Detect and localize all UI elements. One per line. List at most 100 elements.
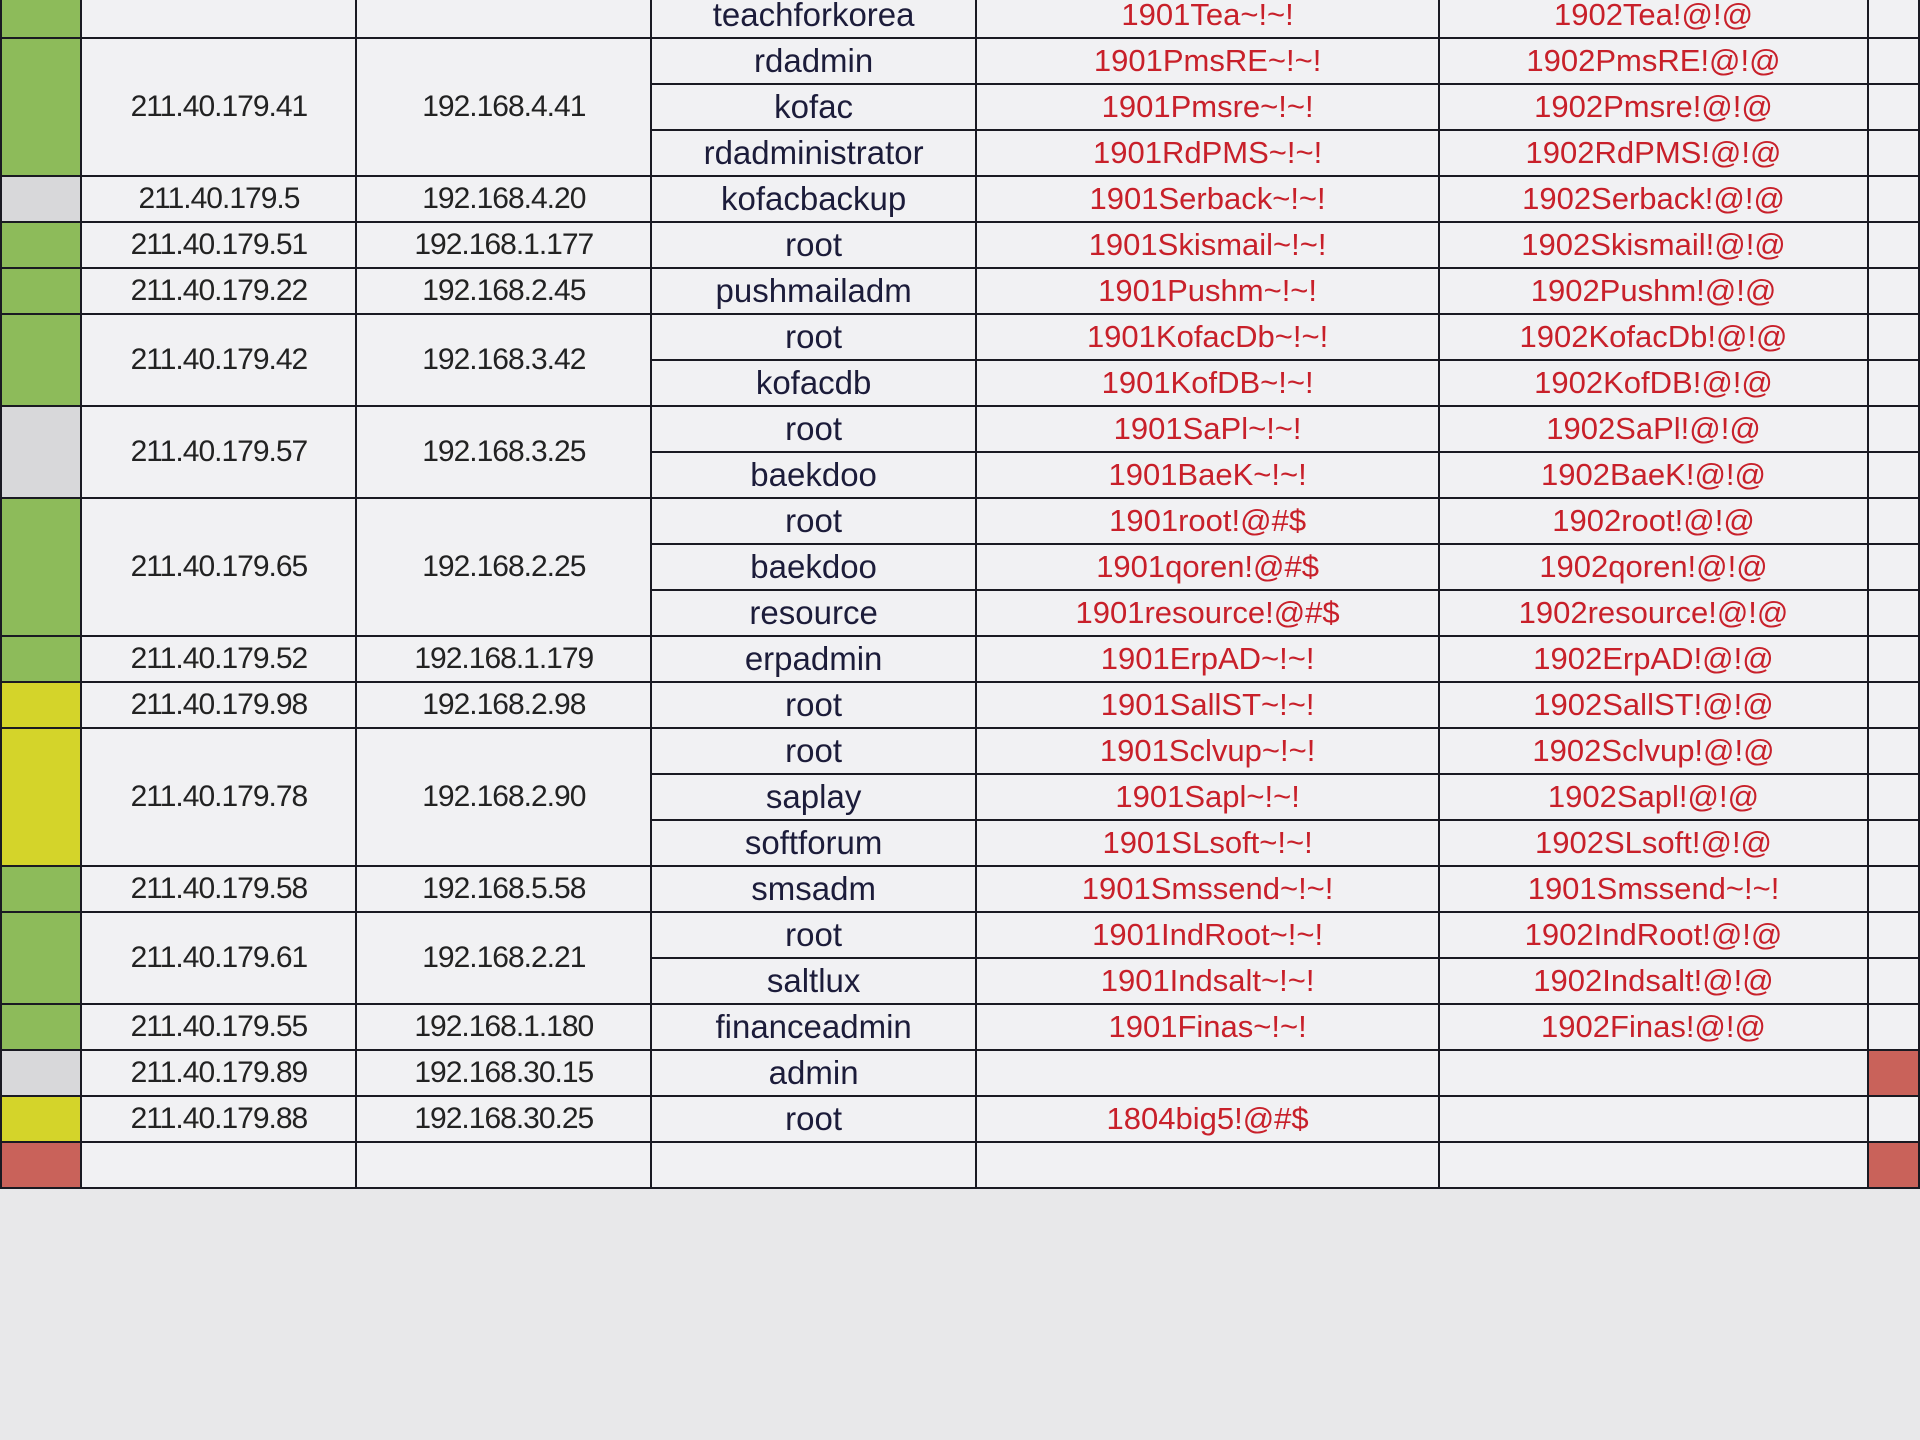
- row-color-marker[interactable]: [0, 1141, 83, 1189]
- public-ip-cell[interactable]: 211.40.179.88: [80, 1095, 358, 1143]
- extra-cell[interactable]: [1866, 865, 1920, 913]
- username-cell[interactable]: smsadm: [650, 865, 978, 913]
- public-ip-cell[interactable]: 211.40.179.57: [80, 405, 358, 499]
- password-1901-cell[interactable]: 1901Tea~!~!: [975, 0, 1441, 39]
- private-ip-cell[interactable]: 192.168.2.90: [355, 727, 653, 867]
- username-cell[interactable]: root: [650, 313, 978, 361]
- extra-cell[interactable]: [1866, 405, 1920, 453]
- row-color-marker[interactable]: [0, 221, 83, 269]
- password-1901-cell[interactable]: 1901resource!@#$: [975, 589, 1441, 637]
- password-1902-cell[interactable]: 1902Pushm!@!@: [1438, 267, 1869, 315]
- extra-cell[interactable]: [1866, 681, 1920, 729]
- username-cell[interactable]: kofacdb: [650, 359, 978, 407]
- username-cell[interactable]: root: [650, 405, 978, 453]
- public-ip-cell[interactable]: 211.40.179.5: [80, 175, 358, 223]
- username-cell[interactable]: rdadministrator: [650, 129, 978, 177]
- username-cell[interactable]: root: [650, 911, 978, 959]
- public-ip-cell[interactable]: 211.40.179.78: [80, 727, 358, 867]
- public-ip-cell[interactable]: [80, 0, 358, 39]
- private-ip-cell[interactable]: 192.168.30.25: [355, 1095, 653, 1143]
- password-1901-cell[interactable]: 1901RdPMS~!~!: [975, 129, 1441, 177]
- password-1902-cell[interactable]: 1902SallST!@!@: [1438, 681, 1869, 729]
- row-color-marker[interactable]: [0, 497, 83, 637]
- password-1902-cell[interactable]: [1438, 1141, 1869, 1189]
- password-1901-cell[interactable]: 1901Finas~!~!: [975, 1003, 1441, 1051]
- row-color-marker[interactable]: [0, 1049, 83, 1097]
- extra-cell[interactable]: [1866, 589, 1920, 637]
- password-1901-cell[interactable]: 1901SaPl~!~!: [975, 405, 1441, 453]
- username-cell[interactable]: rdadmin: [650, 37, 978, 85]
- password-1901-cell[interactable]: 1901PmsRE~!~!: [975, 37, 1441, 85]
- extra-cell[interactable]: [1866, 83, 1920, 131]
- extra-cell[interactable]: [1866, 957, 1920, 1005]
- extra-cell[interactable]: [1866, 0, 1920, 39]
- public-ip-cell[interactable]: 211.40.179.42: [80, 313, 358, 407]
- row-color-marker[interactable]: [0, 405, 83, 499]
- username-cell[interactable]: root: [650, 727, 978, 775]
- row-color-marker[interactable]: [0, 175, 83, 223]
- password-1901-cell[interactable]: 1901Sclvup~!~!: [975, 727, 1441, 775]
- private-ip-cell[interactable]: 192.168.2.25: [355, 497, 653, 637]
- row-color-marker[interactable]: [0, 1003, 83, 1051]
- password-1902-cell[interactable]: 1901Smssend~!~!: [1438, 865, 1869, 913]
- private-ip-cell[interactable]: 192.168.4.20: [355, 175, 653, 223]
- password-1901-cell[interactable]: 1901SLsoft~!~!: [975, 819, 1441, 867]
- extra-cell[interactable]: [1866, 451, 1920, 499]
- row-color-marker[interactable]: [0, 727, 83, 867]
- password-1902-cell[interactable]: 1902PmsRE!@!@: [1438, 37, 1869, 85]
- extra-cell[interactable]: [1866, 497, 1920, 545]
- password-1901-cell[interactable]: 1901IndRoot~!~!: [975, 911, 1441, 959]
- password-1901-cell[interactable]: 1901BaeK~!~!: [975, 451, 1441, 499]
- username-cell[interactable]: [650, 1141, 978, 1189]
- password-1902-cell[interactable]: 1902Sclvup!@!@: [1438, 727, 1869, 775]
- public-ip-cell[interactable]: 211.40.179.58: [80, 865, 358, 913]
- row-color-marker[interactable]: [0, 0, 83, 39]
- password-1902-cell[interactable]: 1902SLsoft!@!@: [1438, 819, 1869, 867]
- password-1901-cell[interactable]: 1901qoren!@#$: [975, 543, 1441, 591]
- public-ip-cell[interactable]: 211.40.179.89: [80, 1049, 358, 1097]
- password-1902-cell[interactable]: 1902resource!@!@: [1438, 589, 1869, 637]
- password-1901-cell[interactable]: [975, 1049, 1441, 1097]
- password-1902-cell[interactable]: 1902IndRoot!@!@: [1438, 911, 1869, 959]
- row-color-marker[interactable]: [0, 911, 83, 1005]
- password-1902-cell[interactable]: 1902Sapl!@!@: [1438, 773, 1869, 821]
- password-1902-cell[interactable]: 1902KofDB!@!@: [1438, 359, 1869, 407]
- password-1901-cell[interactable]: 1901Skismail~!~!: [975, 221, 1441, 269]
- password-1901-cell[interactable]: 1901Indsalt~!~!: [975, 957, 1441, 1005]
- password-1902-cell[interactable]: 1902Skismail!@!@: [1438, 221, 1869, 269]
- password-1901-cell[interactable]: 1901Pushm~!~!: [975, 267, 1441, 315]
- username-cell[interactable]: root: [650, 681, 978, 729]
- private-ip-cell[interactable]: 192.168.4.41: [355, 37, 653, 177]
- password-1901-cell[interactable]: 1901Pmsre~!~!: [975, 83, 1441, 131]
- password-1901-cell[interactable]: 1901root!@#$: [975, 497, 1441, 545]
- extra-cell[interactable]: [1866, 727, 1920, 775]
- username-cell[interactable]: teachforkorea: [650, 0, 978, 39]
- username-cell[interactable]: kofacbackup: [650, 175, 978, 223]
- username-cell[interactable]: financeadmin: [650, 1003, 978, 1051]
- username-cell[interactable]: pushmailadm: [650, 267, 978, 315]
- password-1901-cell[interactable]: 1901Sapl~!~!: [975, 773, 1441, 821]
- extra-cell[interactable]: [1866, 543, 1920, 591]
- extra-cell[interactable]: [1866, 1141, 1920, 1189]
- username-cell[interactable]: baekdoo: [650, 451, 978, 499]
- password-1901-cell[interactable]: 1901ErpAD~!~!: [975, 635, 1441, 683]
- password-1901-cell[interactable]: 1901KofDB~!~!: [975, 359, 1441, 407]
- row-color-marker[interactable]: [0, 37, 83, 177]
- extra-cell[interactable]: [1866, 1049, 1920, 1097]
- username-cell[interactable]: resource: [650, 589, 978, 637]
- private-ip-cell[interactable]: [355, 0, 653, 39]
- public-ip-cell[interactable]: 211.40.179.51: [80, 221, 358, 269]
- private-ip-cell[interactable]: 192.168.2.98: [355, 681, 653, 729]
- password-1902-cell[interactable]: 1902root!@!@: [1438, 497, 1869, 545]
- private-ip-cell[interactable]: 192.168.2.45: [355, 267, 653, 315]
- password-1901-cell[interactable]: [975, 1141, 1441, 1189]
- private-ip-cell[interactable]: 192.168.1.179: [355, 635, 653, 683]
- extra-cell[interactable]: [1866, 819, 1920, 867]
- username-cell[interactable]: root: [650, 221, 978, 269]
- password-1902-cell[interactable]: 1902Indsalt!@!@: [1438, 957, 1869, 1005]
- username-cell[interactable]: root: [650, 1095, 978, 1143]
- public-ip-cell[interactable]: 211.40.179.98: [80, 681, 358, 729]
- extra-cell[interactable]: [1866, 773, 1920, 821]
- password-1902-cell[interactable]: 1902SaPl!@!@: [1438, 405, 1869, 453]
- password-1902-cell[interactable]: 1902KofacDb!@!@: [1438, 313, 1869, 361]
